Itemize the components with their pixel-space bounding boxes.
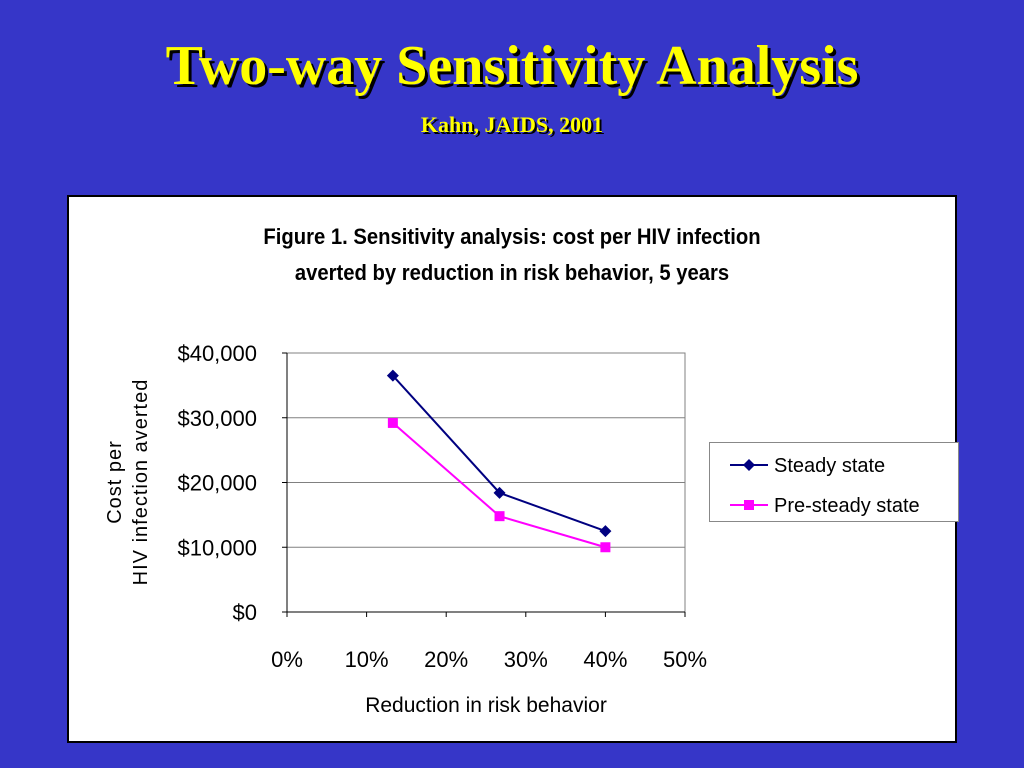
y-tick-label: $30,000 [177,406,257,431]
data-point [600,542,611,553]
y-tick-label: $0 [233,600,257,625]
series-line [392,422,606,549]
legend-marker [744,500,754,510]
legend-entries: Steady state Pre-steady state [730,455,920,517]
legend-entry: Pre-steady state [730,495,920,517]
line-chart: $0 $10,000 $20,000 $30,000 $40,000 0% 10% 20% 30… [104,341,707,717]
data-point [494,511,505,522]
x-tick-label: 20% [424,647,468,672]
data-point [386,369,399,382]
chart-legend: Steady state Pre-steady state [709,442,959,522]
chart-panel: Figure 1. Sensitivity analysis: cost per… [67,195,959,743]
chart-title: Figure 1. Sensitivity analysis: cost per… [104,219,919,291]
legend-label: Steady state [774,455,885,477]
legend-entry: Steady state [730,455,885,477]
chart-title-line-2: averted by reduction in risk behavior, 5… [294,260,730,285]
y-tick-label: $10,000 [177,535,257,560]
series-line [392,374,606,533]
slide-title: Two-way Sensitivity Analysis [165,35,859,97]
y-tick-label: $40,000 [177,341,257,366]
y-axis-title-line-1: Cost per [104,440,126,524]
x-tick-label: 40% [583,647,627,672]
legend-marker [743,459,755,471]
y-axis-title: Cost per HIV infection averted [104,379,152,586]
x-tick-label: 10% [345,647,389,672]
x-tick-label: 30% [504,647,548,672]
data-point [387,417,398,428]
slide-subtitle: Kahn, JAIDS, 2001 [420,112,604,137]
series-2 [387,417,611,553]
x-tick-label: 50% [663,647,707,672]
data-point [599,525,612,538]
y-tick-label: $20,000 [177,471,257,496]
y-axis-title-line-2: HIV infection averted [130,379,152,586]
x-axis-title: Reduction in risk behavior [365,694,607,717]
x-tick-label: 0% [271,647,303,672]
chart-title-line-1: Figure 1. Sensitivity analysis: cost per… [263,224,761,249]
legend-label: Pre-steady state [774,495,920,517]
series-1 [386,369,612,538]
data-point [493,486,506,499]
